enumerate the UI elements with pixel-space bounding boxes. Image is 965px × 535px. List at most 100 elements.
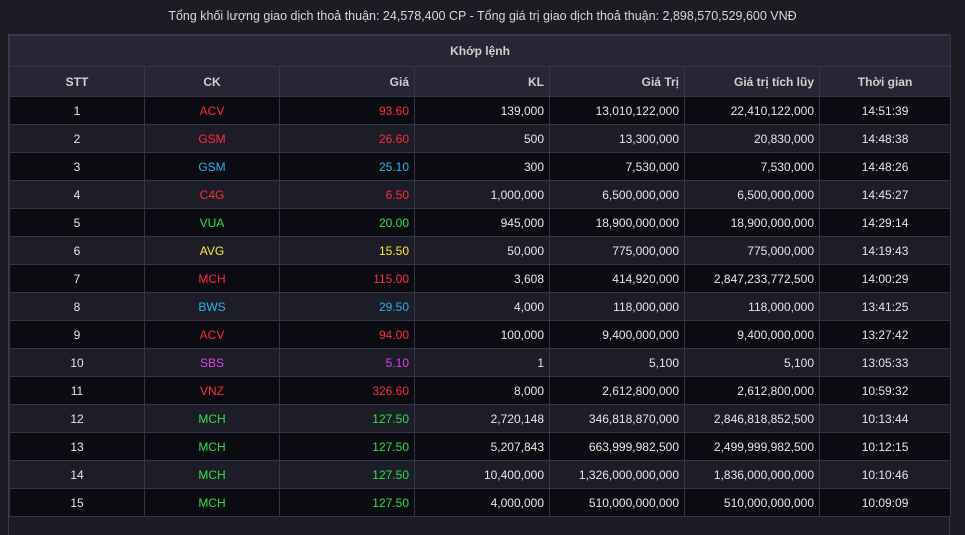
matched-orders-table: Khớp lệnh STT CK Giá KL Giá Trị Giá trị …: [8, 35, 952, 517]
cell-ck[interactable]: C4G: [144, 180, 280, 209]
table-row[interactable]: 11 VNZ 326.60 8,000 2,612,800,000 2,612,800,0…: [9, 376, 952, 405]
cell-thoi-gian: 14:45:27: [818, 180, 952, 209]
cell-thoi-gian: 13:27:42: [818, 320, 952, 349]
cell-ck[interactable]: VUA: [144, 208, 280, 237]
cell-gia-tri: 13,300,000: [549, 124, 685, 153]
cell-ck[interactable]: MCH: [144, 264, 280, 293]
cell-gia-tri: 18,900,000,000: [549, 208, 685, 237]
table-row[interactable]: 8 BWS 29.50 4,000 118,000,000 118,000,000 13:4…: [9, 292, 952, 321]
col-header-ck[interactable]: CK: [144, 66, 280, 97]
cell-gia-tri-tich-luy: 22,410,122,000: [684, 96, 820, 125]
cell-ck[interactable]: MCH: [144, 432, 280, 461]
cell-gia-tri-tich-luy: 510,000,000,000: [684, 488, 820, 517]
table-row[interactable]: 7 MCH 115.00 3,608 414,920,000 2,847,233,772,…: [9, 264, 952, 293]
cell-gia: 6.50: [279, 180, 415, 209]
cell-ck[interactable]: GSM: [144, 152, 280, 181]
col-header-thoi-gian[interactable]: Thời gian: [818, 66, 952, 97]
cell-gia-tri-tich-luy: 7,530,000: [684, 152, 820, 181]
table-row[interactable]: 14 MCH 127.50 10,400,000 1,326,000,000,000 1,…: [9, 460, 952, 489]
table-row[interactable]: 4 C4G 6.50 1,000,000 6,500,000,000 6,500,000,…: [9, 180, 952, 209]
cell-gia-tri: 9,400,000,000: [549, 320, 685, 349]
cell-stt: 13: [9, 432, 145, 461]
cell-stt: 12: [9, 404, 145, 433]
cell-gia-tri: 1,326,000,000,000: [549, 460, 685, 489]
cell-kl: 3,608: [414, 264, 550, 293]
table-row[interactable]: 13 MCH 127.50 5,207,843 663,999,982,500 2,499…: [9, 432, 952, 461]
cell-stt: 7: [9, 264, 145, 293]
table-body: 1 ACV 93.60 139,000 13,010,122,000 22,410,122…: [9, 96, 952, 517]
cell-kl: 50,000: [414, 236, 550, 265]
cell-stt: 5: [9, 208, 145, 237]
group-header-khop-lenh: Khớp lệnh: [8, 35, 952, 67]
cell-thoi-gian: 10:10:46: [818, 460, 952, 489]
cell-stt: 14: [9, 460, 145, 489]
cell-kl: 1: [414, 348, 550, 377]
cell-gia-tri-tich-luy: 118,000,000: [684, 292, 820, 321]
cell-ck[interactable]: BWS: [144, 292, 280, 321]
col-header-gia-tri[interactable]: Giá Trị: [549, 66, 685, 97]
table-row[interactable]: 15 MCH 127.50 4,000,000 510,000,000,000 510,0…: [9, 488, 952, 517]
cell-stt: 4: [9, 180, 145, 209]
cell-gia-tri-tich-luy: 2,612,800,000: [684, 376, 820, 405]
col-header-kl[interactable]: KL: [414, 66, 550, 97]
cell-ck[interactable]: MCH: [144, 488, 280, 517]
cell-ck[interactable]: GSM: [144, 124, 280, 153]
cell-gia: 25.10: [279, 152, 415, 181]
cell-gia-tri-tich-luy: 5,100: [684, 348, 820, 377]
cell-gia-tri: 5,100: [549, 348, 685, 377]
cell-gia: 115.00: [279, 264, 415, 293]
cell-gia: 326.60: [279, 376, 415, 405]
cell-thoi-gian: 14:48:26: [818, 152, 952, 181]
cell-stt: 10: [9, 348, 145, 377]
table-row[interactable]: 9 ACV 94.00 100,000 9,400,000,000 9,400,000,0…: [9, 320, 952, 349]
cell-gia-tri-tich-luy: 20,830,000: [684, 124, 820, 153]
table-row[interactable]: 10 SBS 5.10 1 5,100 5,100 13:05:33: [9, 348, 952, 377]
cell-gia: 26.60: [279, 124, 415, 153]
cell-stt: 8: [9, 292, 145, 321]
cell-gia-tri-tich-luy: 6,500,000,000: [684, 180, 820, 209]
cell-gia: 29.50: [279, 292, 415, 321]
cell-gia-tri: 118,000,000: [549, 292, 685, 321]
cell-gia-tri: 414,920,000: [549, 264, 685, 293]
cell-gia: 127.50: [279, 404, 415, 433]
cell-ck[interactable]: MCH: [144, 404, 280, 433]
table-row[interactable]: 1 ACV 93.60 139,000 13,010,122,000 22,410,122…: [9, 96, 952, 125]
cell-gia: 93.60: [279, 96, 415, 125]
cell-ck[interactable]: ACV: [144, 96, 280, 125]
cell-kl: 5,207,843: [414, 432, 550, 461]
cell-gia-tri-tich-luy: 18,900,000,000: [684, 208, 820, 237]
cell-kl: 300: [414, 152, 550, 181]
cell-kl: 2,720,148: [414, 404, 550, 433]
trade-summary: Tổng khối lượng giao dịch thoả thuận: 24…: [168, 9, 797, 23]
cell-ck[interactable]: AVG: [144, 236, 280, 265]
col-header-gia[interactable]: Giá: [279, 66, 415, 97]
table-row[interactable]: 6 AVG 15.50 50,000 775,000,000 775,000,000 14:…: [9, 236, 952, 265]
cell-ck[interactable]: ACV: [144, 320, 280, 349]
table-row[interactable]: 3 GSM 25.10 300 7,530,000 7,530,000 14:48:26: [9, 152, 952, 181]
table-row[interactable]: 2 GSM 26.60 500 13,300,000 20,830,000 14:48:38: [9, 124, 952, 153]
cell-thoi-gian: 13:41:25: [818, 292, 952, 321]
cell-gia: 20.00: [279, 208, 415, 237]
cell-gia-tri-tich-luy: 2,846,818,852,500: [684, 404, 820, 433]
cell-gia-tri: 510,000,000,000: [549, 488, 685, 517]
cell-thoi-gian: 14:19:43: [818, 236, 952, 265]
cell-kl: 4,000,000: [414, 488, 550, 517]
cell-thoi-gian: 14:51:39: [818, 96, 952, 125]
cell-kl: 100,000: [414, 320, 550, 349]
table-row[interactable]: 5 VUA 20.00 945,000 18,900,000,000 18,900,000…: [9, 208, 952, 237]
cell-gia-tri: 2,612,800,000: [549, 376, 685, 405]
cell-ck[interactable]: VNZ: [144, 376, 280, 405]
cell-gia-tri: 775,000,000: [549, 236, 685, 265]
cell-kl: 1,000,000: [414, 180, 550, 209]
cell-kl: 10,400,000: [414, 460, 550, 489]
col-header-stt[interactable]: STT: [9, 66, 145, 97]
col-header-gia-tri-tich-luy[interactable]: Giá trị tích lũy: [684, 66, 820, 97]
cell-ck[interactable]: MCH: [144, 460, 280, 489]
table-row[interactable]: 12 MCH 127.50 2,720,148 346,818,870,000 2,846…: [9, 404, 952, 433]
cell-gia: 127.50: [279, 460, 415, 489]
cell-gia: 94.00: [279, 320, 415, 349]
cell-thoi-gian: 14:00:29: [818, 264, 952, 293]
cell-gia: 127.50: [279, 432, 415, 461]
cell-gia-tri-tich-luy: 775,000,000: [684, 236, 820, 265]
cell-ck[interactable]: SBS: [144, 348, 280, 377]
